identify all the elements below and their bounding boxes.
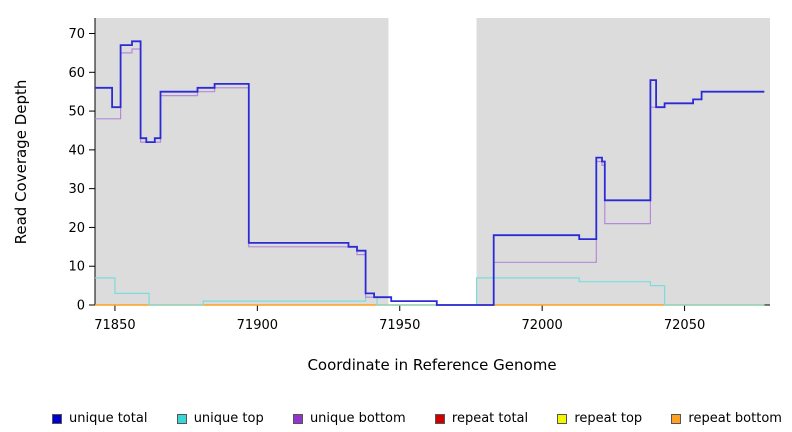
legend-label: repeat total [451, 411, 529, 426]
shaded-region [476, 18, 770, 305]
legend-swatch-unique-total [52, 413, 62, 424]
x-axis-label: Coordinate in Reference Genome [307, 356, 556, 374]
x-tick-label: 72000 [521, 318, 562, 333]
legend-swatch-repeat-top [557, 413, 568, 424]
x-tick-label: 71850 [94, 318, 135, 333]
shaded-region [95, 18, 389, 305]
legend-item-unique-top: unique top [176, 411, 264, 426]
series-line-unique-top [95, 277, 765, 306]
legend-item-unique-bottom: unique bottom [292, 411, 406, 426]
legend-swatch-repeat-total [434, 413, 445, 424]
y-tick-label: 40 [68, 143, 85, 158]
plot-dynamic-layer: 71850 71900 71950 72000 72050 0 10 20 30 40 50 60 70 [68, 18, 770, 333]
y-tick-label: 60 [68, 66, 85, 81]
legend-item-repeat-top: repeat top [557, 411, 642, 426]
legend-label: repeat top [574, 411, 643, 426]
x-tick-label: 71900 [237, 318, 278, 333]
legend-label: repeat bottom [688, 411, 782, 426]
y-tick-label: 70 [68, 27, 85, 42]
y-axis-label: Read Coverage Depth [12, 80, 30, 245]
y-tick-label: 0 [77, 299, 85, 314]
legend-item-repeat-total: repeat total [434, 411, 529, 426]
legend-item-unique-total: unique total [52, 411, 147, 426]
legend-label: unique top [193, 411, 264, 426]
series-line-unique-total [95, 40, 765, 306]
plot-area: 71850 71900 71950 72000 72050 0 10 20 30 40 50 60 70… [12, 18, 770, 374]
y-tick-label: 50 [68, 105, 85, 120]
legend-label: unique total [69, 411, 148, 426]
x-tick-label: 71950 [379, 318, 420, 333]
legend-swatch-unique-top [176, 413, 187, 424]
y-tick-label: 20 [68, 221, 85, 236]
legend-swatch-unique-bottom [292, 413, 303, 424]
legend-label: unique bottom [309, 411, 406, 426]
x-tick-label: 72050 [664, 318, 705, 333]
legend-swatch-repeat-bottom [671, 413, 682, 424]
legend: unique total unique top unique bottom repea… [0, 411, 792, 426]
y-tick-label: 10 [68, 260, 85, 275]
legend-item-repeat-bottom: repeat bottom [671, 411, 782, 426]
y-tick-label: 30 [68, 182, 85, 197]
